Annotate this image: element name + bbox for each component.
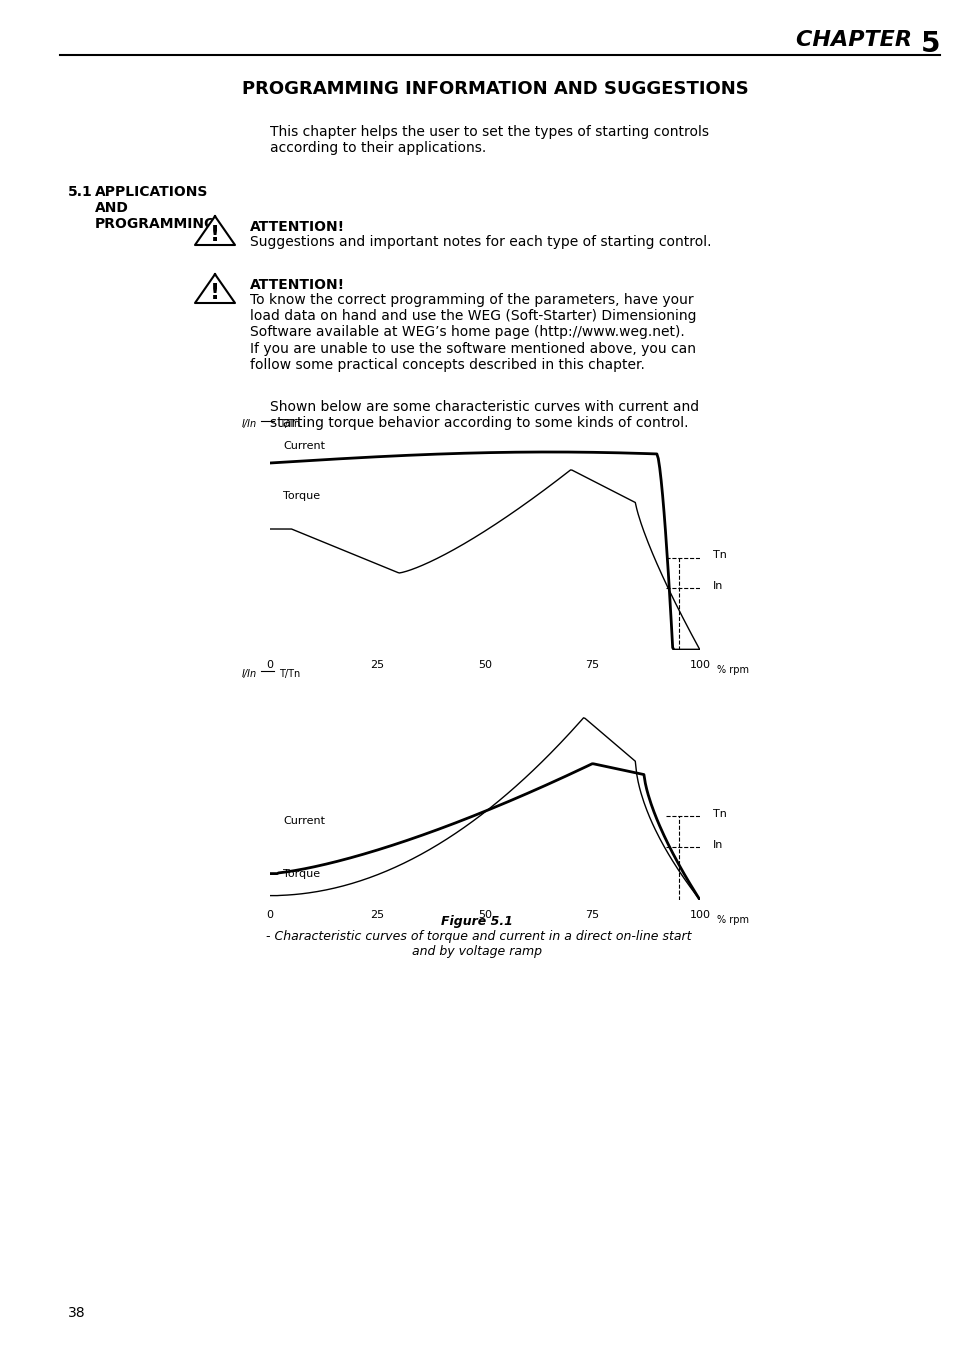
Text: ATTENTION!: ATTENTION!: [250, 220, 345, 234]
Text: 5: 5: [920, 30, 939, 58]
Text: CHAPTER: CHAPTER: [796, 30, 919, 50]
Text: Current: Current: [283, 817, 325, 826]
Text: 5.1: 5.1: [68, 185, 92, 198]
Text: % rpm: % rpm: [717, 915, 748, 925]
Text: PROGRAMMING INFORMATION AND SUGGESTIONS: PROGRAMMING INFORMATION AND SUGGESTIONS: [241, 80, 747, 99]
Text: Tn: Tn: [712, 809, 726, 819]
Text: I/In: I/In: [242, 670, 256, 679]
Text: Shown below are some characteristic curves with current and
starting torque beha: Shown below are some characteristic curv…: [270, 400, 699, 431]
Text: Tn: Tn: [712, 551, 726, 560]
Text: This chapter helps the user to set the types of starting controls
according to t: This chapter helps the user to set the t…: [270, 126, 708, 155]
Text: Torque: Torque: [283, 869, 319, 879]
Text: ATTENTION!: ATTENTION!: [250, 278, 345, 292]
Text: Figure 5.1: Figure 5.1: [440, 915, 513, 927]
Text: I/In: I/In: [242, 418, 256, 429]
Text: APPLICATIONS
AND
PROGRAMMING: APPLICATIONS AND PROGRAMMING: [95, 185, 216, 231]
Polygon shape: [194, 274, 234, 302]
Text: T/Tn: T/Tn: [278, 418, 299, 429]
Text: !: !: [210, 225, 220, 244]
Text: % rpm: % rpm: [717, 666, 748, 675]
Text: English: English: [7, 774, 17, 819]
Text: T/Tn: T/Tn: [278, 670, 299, 679]
Text: In: In: [712, 582, 722, 591]
Text: Suggestions and important notes for each type of starting control.: Suggestions and important notes for each…: [250, 235, 711, 248]
Text: Torque: Torque: [283, 491, 319, 501]
Text: Current: Current: [283, 441, 325, 451]
Text: To know the correct programming of the parameters, have your
load data on hand a: To know the correct programming of the p…: [250, 293, 696, 371]
Text: - Characteristic curves of torque and current in a direct on-line start: - Characteristic curves of torque and cu…: [262, 930, 691, 944]
Text: and by voltage ramp: and by voltage ramp: [412, 945, 541, 958]
Text: In: In: [712, 840, 722, 850]
Text: 38: 38: [68, 1305, 86, 1320]
Polygon shape: [194, 216, 234, 244]
Text: !: !: [210, 284, 220, 302]
